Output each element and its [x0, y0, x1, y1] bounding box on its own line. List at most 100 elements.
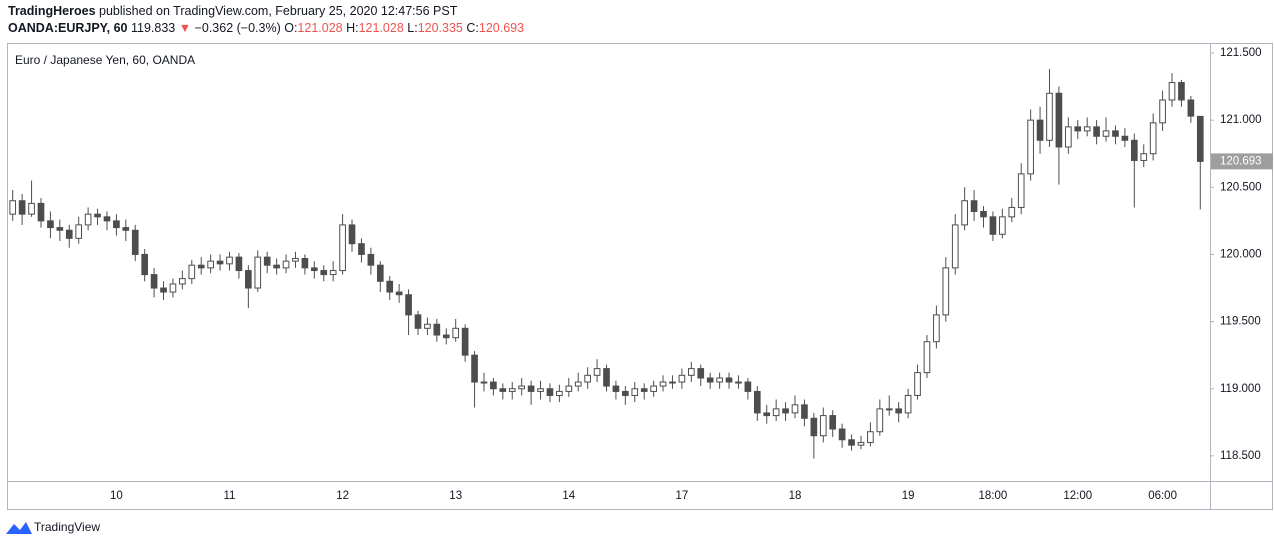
candle-body	[1149, 122, 1157, 155]
candle-body	[9, 200, 17, 215]
candle-body	[678, 374, 686, 383]
published: published on TradingView.com, February 2…	[99, 4, 458, 18]
candle-body	[904, 394, 912, 414]
candle-body	[895, 408, 903, 414]
candle-body	[169, 283, 177, 293]
candle-body	[28, 202, 35, 215]
x-tick-label: 18:00	[979, 490, 1008, 502]
candle-body	[1055, 92, 1063, 148]
x-tick-label: 10	[110, 490, 123, 502]
candle-body	[358, 243, 365, 255]
candle-body	[782, 408, 789, 414]
candle-body	[951, 224, 959, 269]
publisher: TradingHeroes	[8, 4, 96, 18]
candle-body	[226, 256, 233, 265]
last-price-label: 120.693	[1220, 155, 1262, 167]
candle-body	[999, 216, 1006, 235]
candle-body	[179, 278, 186, 285]
candle-body	[612, 385, 620, 392]
candle-body	[725, 377, 733, 383]
candle-body	[791, 404, 799, 414]
x-tick-label: 12:00	[1063, 490, 1092, 502]
candles	[12, 69, 1201, 459]
candle-body	[56, 227, 64, 231]
x-tick-label: 13	[449, 490, 462, 502]
low-value: 120.335	[418, 21, 463, 35]
candle-body	[753, 390, 761, 414]
candle-body	[395, 291, 403, 296]
change: −0.362 (−0.3%)	[195, 21, 281, 35]
candle-body	[1093, 126, 1100, 137]
close-label: C:	[466, 21, 479, 35]
candle-body	[508, 388, 516, 392]
open-value: 121.028	[297, 21, 342, 35]
high-value: 121.028	[359, 21, 404, 35]
candle-body	[103, 216, 111, 222]
x-tick-label: 12	[336, 490, 349, 502]
candle-body	[989, 216, 997, 235]
candle-body	[207, 260, 214, 269]
candle-body	[687, 368, 695, 376]
candle-body	[122, 227, 130, 231]
candle-body	[310, 267, 318, 272]
candle-body	[292, 257, 299, 262]
publish-line: TradingHeroes published on TradingView.c…	[8, 4, 458, 18]
candle-body	[65, 229, 73, 239]
candle-body	[1027, 119, 1034, 175]
candle-body	[1065, 126, 1072, 148]
candle-body	[744, 381, 752, 392]
candle-body	[838, 428, 846, 441]
chart-title: Euro / Japanese Yen, 60, OANDA	[15, 53, 195, 67]
down-arrow: ▼	[175, 21, 194, 35]
candle-body	[622, 390, 629, 396]
candle-body	[1140, 153, 1148, 161]
candle-body	[1168, 82, 1176, 101]
candle-body	[650, 385, 657, 392]
candle-body	[518, 385, 526, 390]
candle-body	[923, 341, 931, 374]
candle-body	[970, 200, 978, 212]
y-tick-label: 121.000	[1220, 114, 1262, 126]
y-tick-label: 118.500	[1220, 450, 1261, 462]
candle-body	[961, 200, 968, 226]
candle-body	[885, 408, 893, 411]
candle-body	[1083, 126, 1091, 132]
candle-body	[640, 388, 648, 392]
candle-body	[772, 408, 780, 417]
candle-body	[216, 260, 224, 265]
candle-body	[876, 408, 884, 433]
open-label: O:	[284, 21, 297, 35]
candle-body	[801, 404, 808, 419]
candle-body	[235, 256, 243, 272]
candle-body	[480, 381, 488, 384]
candle-body	[584, 374, 591, 383]
candle-body	[490, 381, 497, 390]
y-tick-label: 119.500	[1220, 316, 1261, 328]
candle-body	[735, 381, 742, 384]
close-value: 120.693	[479, 21, 524, 35]
candle-body	[1130, 139, 1138, 161]
candle-body	[942, 267, 950, 316]
candle-body	[1017, 173, 1025, 208]
candle-body	[1102, 130, 1110, 137]
candle-body	[94, 213, 101, 218]
candle-body	[131, 229, 139, 255]
candle-body	[320, 270, 328, 276]
price: 119.833	[131, 21, 175, 35]
candle-body	[1178, 82, 1185, 101]
brand: TradingView	[34, 520, 100, 534]
candle-body	[603, 368, 610, 387]
candle-body	[669, 381, 676, 384]
candle-body	[47, 220, 54, 229]
candle-body	[848, 439, 855, 446]
symbol: OANDA:EURJPY, 60	[8, 21, 128, 35]
candle-body	[933, 314, 940, 343]
candle-body	[1036, 119, 1044, 141]
candle-body	[499, 388, 507, 392]
candle-body	[527, 385, 535, 392]
y-tick-label: 120.000	[1220, 248, 1262, 260]
candle-body	[150, 274, 158, 289]
candle-body	[1159, 99, 1166, 124]
candle-body	[188, 264, 196, 280]
